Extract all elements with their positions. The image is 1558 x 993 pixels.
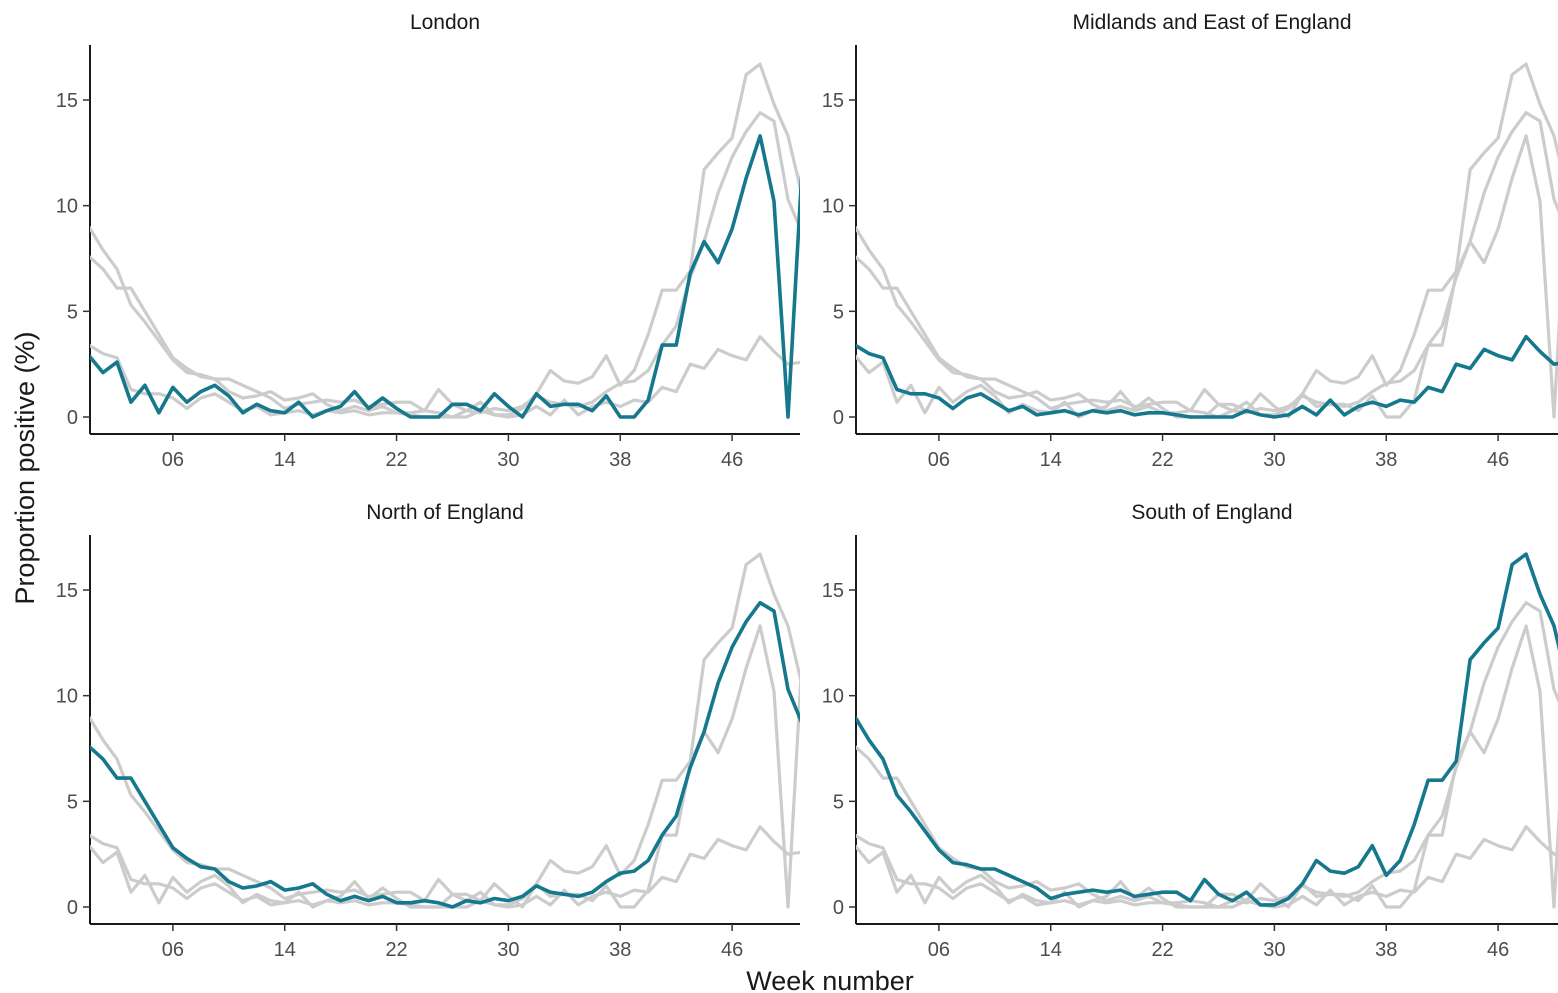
y-tick-label: 10	[822, 196, 844, 218]
y-tick-label: 0	[67, 897, 78, 919]
series-line-highlight	[856, 334, 1558, 419]
x-axis-title: Week number	[746, 966, 914, 993]
x-tick-label: 38	[609, 449, 631, 471]
panel-title: London	[410, 11, 480, 34]
series-line-background	[856, 624, 1558, 909]
series-line-background	[856, 62, 1558, 417]
x-tick-label: 38	[1375, 939, 1397, 961]
x-tick-label: 38	[1375, 449, 1397, 471]
y-tick-label: 10	[56, 196, 78, 218]
panel-3: North of England 0 5 10 15 06 14 22 30 38 46	[56, 501, 800, 961]
y-axis-title: Proportion positive (%)	[10, 331, 40, 604]
y-tick-label: 0	[833, 407, 844, 429]
y-tick-label: 0	[67, 407, 78, 429]
panel-2: Midlands and East of England 0 5 10 15 06 14 22…	[822, 11, 1558, 471]
x-tick-label: 06	[162, 939, 184, 961]
x-tick-label: 30	[1263, 939, 1285, 961]
series-line-highlight	[90, 600, 800, 909]
x-tick-label: 14	[1040, 939, 1062, 961]
series-line-background	[90, 552, 800, 907]
series-line-background	[856, 825, 1558, 909]
series-line-background	[90, 624, 800, 909]
y-tick-label: 15	[56, 90, 78, 112]
y-tick-label: 15	[822, 90, 844, 112]
x-tick-label: 14	[1040, 449, 1062, 471]
y-tick-label: 5	[833, 301, 844, 323]
panel-plot	[90, 552, 800, 909]
y-tick-label: 15	[56, 580, 78, 602]
y-tick-label: 10	[56, 686, 78, 708]
x-tick-label: 22	[1151, 449, 1173, 471]
x-tick-label: 22	[385, 449, 407, 471]
y-tick-label: 10	[822, 686, 844, 708]
panel-title: North of England	[366, 501, 524, 524]
x-tick-label: 30	[497, 449, 519, 471]
y-tick-label: 5	[67, 791, 78, 813]
series-line-highlight	[90, 134, 800, 419]
x-tick-label: 30	[1263, 449, 1285, 471]
x-tick-label: 06	[162, 449, 184, 471]
series-line-background	[856, 134, 1558, 419]
series-line-highlight	[856, 552, 1558, 907]
x-tick-label: 22	[385, 939, 407, 961]
x-tick-label: 46	[1487, 449, 1509, 471]
panel-title: Midlands and East of England	[1072, 11, 1351, 34]
series-line-background	[90, 335, 800, 419]
x-tick-label: 46	[721, 939, 743, 961]
x-tick-label: 30	[497, 939, 519, 961]
panel-4: South of England 0 5 10 15 06 14 22 30 38 46	[822, 501, 1558, 961]
series-line-background	[90, 825, 800, 909]
x-tick-label: 14	[274, 449, 296, 471]
x-tick-label: 46	[1487, 939, 1509, 961]
y-tick-label: 5	[833, 791, 844, 813]
y-tick-label: 15	[822, 580, 844, 602]
panel-plot	[856, 62, 1558, 419]
series-line-background	[90, 62, 800, 417]
panel-plot	[856, 552, 1558, 909]
panel-plot	[90, 62, 800, 419]
x-tick-label: 38	[609, 939, 631, 961]
x-tick-label: 46	[721, 449, 743, 471]
panel-title: South of England	[1131, 501, 1292, 524]
x-tick-label: 14	[274, 939, 296, 961]
y-tick-label: 0	[833, 897, 844, 919]
x-tick-label: 06	[928, 939, 950, 961]
x-tick-label: 22	[1151, 939, 1173, 961]
panel-1: London 0 5 10 15 06 14 22 30 38 46	[56, 11, 800, 471]
x-tick-label: 06	[928, 449, 950, 471]
y-tick-label: 5	[67, 301, 78, 323]
